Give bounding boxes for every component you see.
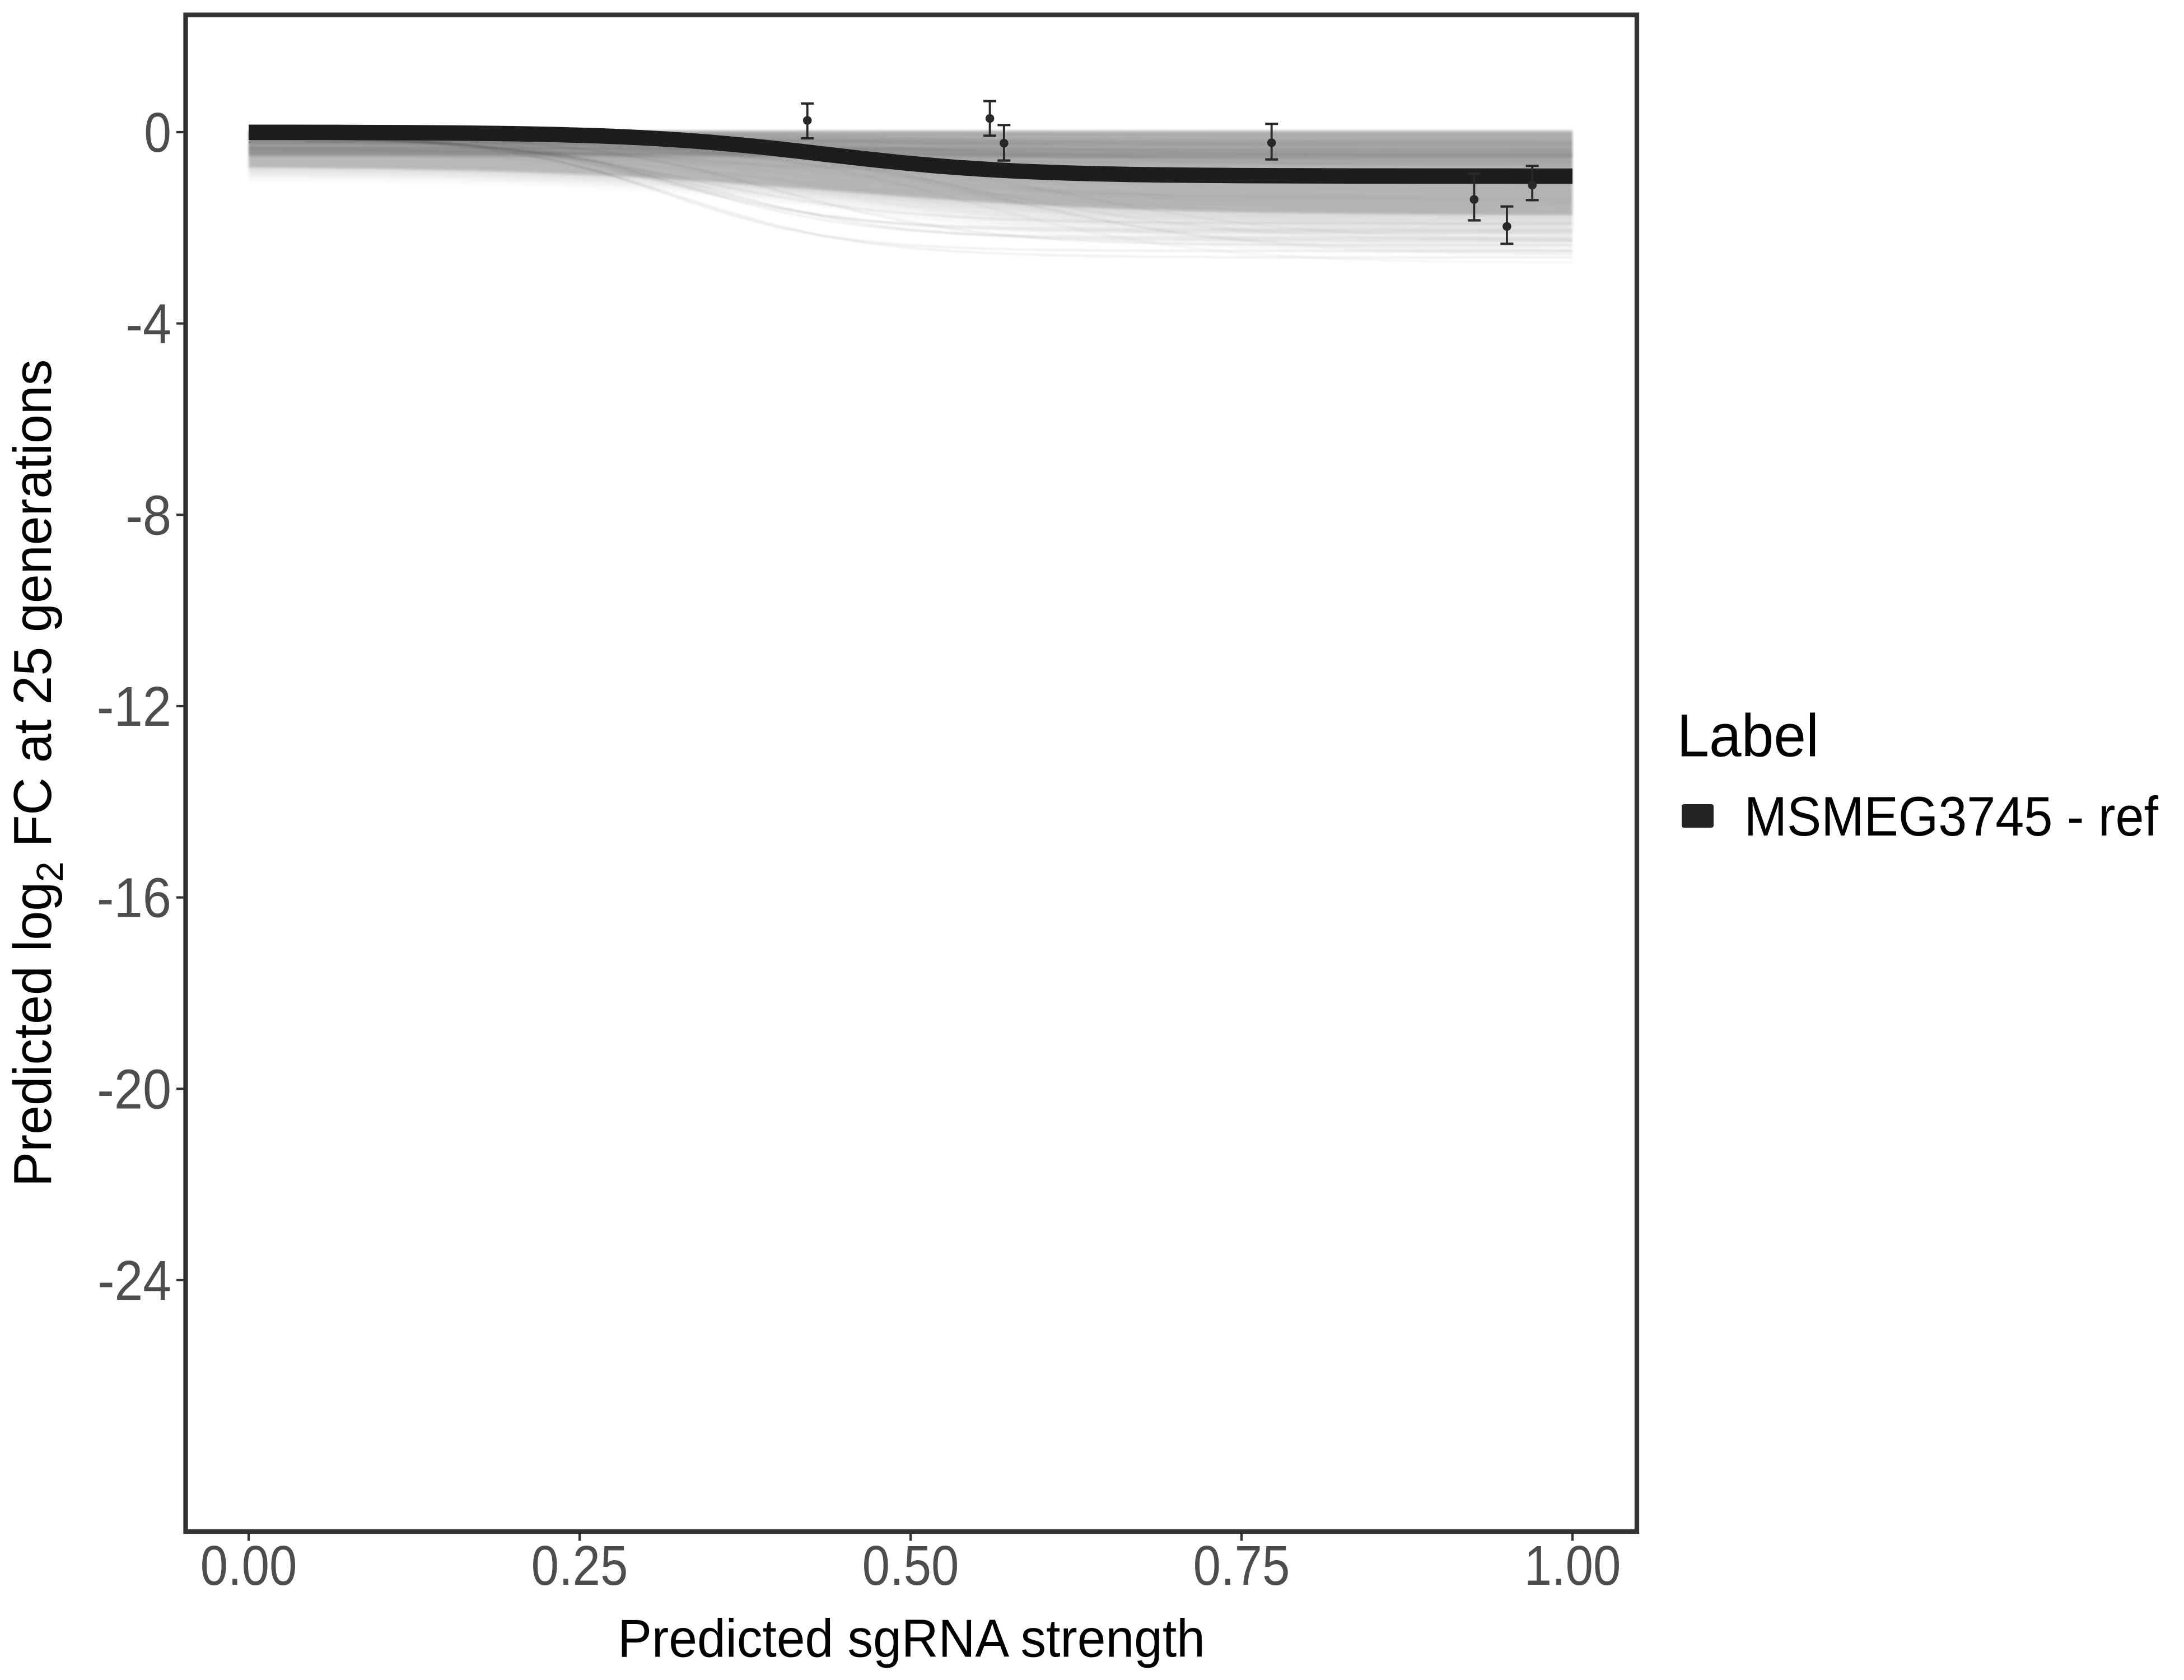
svg-text:-8: -8 [125,484,171,547]
svg-text:1.00: 1.00 [1524,1534,1621,1597]
svg-text:-24: -24 [97,1249,171,1312]
svg-text:-16: -16 [97,867,171,929]
svg-text:Predicted log2 FC at 25 gener: Predicted log2 FC at 25 generations [3,360,71,1187]
svg-text:-4: -4 [125,293,171,355]
svg-text:MSMEG3745 - ref: MSMEG3745 - ref [1744,786,2159,848]
svg-text:0.75: 0.75 [1193,1534,1290,1597]
svg-text:-20: -20 [97,1058,171,1121]
svg-text:Predicted sgRNA strength: Predicted sgRNA strength [618,1608,1205,1668]
svg-text:0.00: 0.00 [200,1534,297,1597]
svg-text:Label: Label [1677,702,1819,769]
svg-text:-12: -12 [97,676,171,738]
svg-text:0.25: 0.25 [531,1534,628,1597]
svg-text:0.50: 0.50 [862,1534,959,1597]
svg-text:0: 0 [144,101,171,164]
